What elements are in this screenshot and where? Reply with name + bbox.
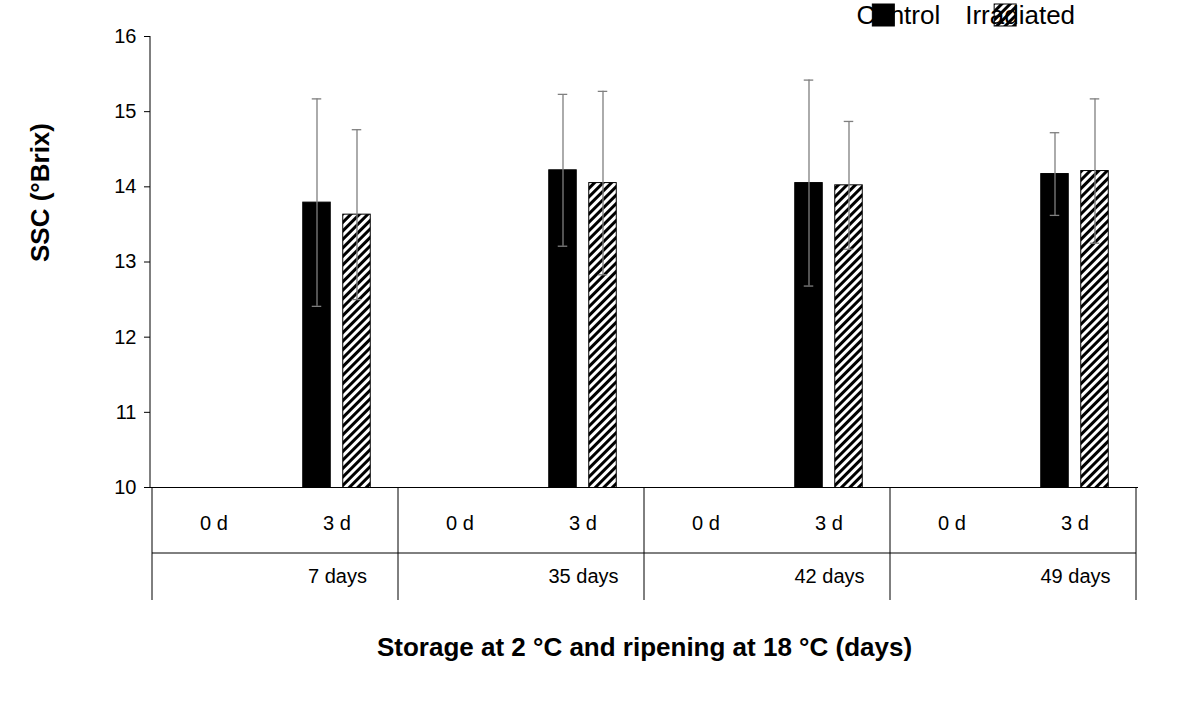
svg-text:11: 11 <box>116 401 137 423</box>
svg-text:Control: Control <box>856 0 940 30</box>
svg-text:Storage at 2 °C and ripening a: Storage at 2 °C and ripening at 18 °C (d… <box>377 632 912 662</box>
svg-text:15: 15 <box>114 100 136 122</box>
svg-text:12: 12 <box>114 326 136 348</box>
svg-text:0 d: 0 d <box>446 512 474 534</box>
svg-text:16: 16 <box>114 25 136 47</box>
svg-text:7 days: 7 days <box>308 565 367 587</box>
svg-text:3 d: 3 d <box>815 512 843 534</box>
svg-text:0 d: 0 d <box>692 512 720 534</box>
svg-text:3 d: 3 d <box>569 512 597 534</box>
svg-text:3 d: 3 d <box>323 512 351 534</box>
svg-text:0 d: 0 d <box>938 512 966 534</box>
svg-text:14: 14 <box>114 175 136 197</box>
svg-text:Irradiated: Irradiated <box>965 0 1075 30</box>
svg-text:10: 10 <box>114 476 136 498</box>
svg-text:3 d: 3 d <box>1061 512 1089 534</box>
svg-text:42 days: 42 days <box>794 565 864 587</box>
svg-text:13: 13 <box>114 250 136 272</box>
svg-text:0 d: 0 d <box>200 512 228 534</box>
svg-text:35 days: 35 days <box>548 565 618 587</box>
svg-text:SSC (°Brix): SSC (°Brix) <box>25 123 55 262</box>
svg-text:49 days: 49 days <box>1040 565 1110 587</box>
